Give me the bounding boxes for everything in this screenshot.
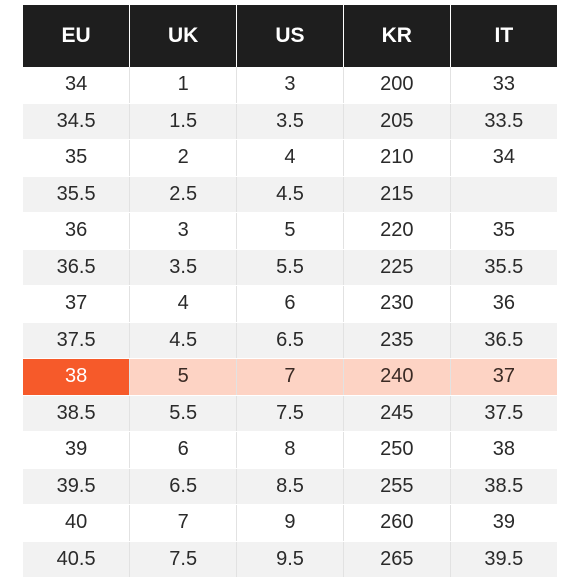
size-cell-it[interactable]: 39 — [449, 504, 557, 542]
size-cell-uk[interactable]: 1.5 — [129, 103, 237, 140]
table-row[interactable]: 36.5 3.5 5.5 225 35.5 — [23, 249, 557, 286]
size-cell-it[interactable]: 33 — [449, 67, 557, 104]
size-cell-it[interactable]: 34 — [449, 139, 557, 177]
size-cell-kr[interactable]: 240 — [342, 358, 451, 396]
size-cell-kr[interactable]: 200 — [342, 67, 451, 104]
table-row[interactable]: 35 2 4 210 34 — [23, 139, 557, 177]
table-row[interactable]: 38.5 5.5 7.5 245 37.5 — [23, 395, 557, 432]
table-row[interactable]: 40.5 7.5 9.5 265 39.5 — [23, 541, 557, 578]
column-header-uk: UK — [129, 5, 237, 67]
size-cell-kr[interactable]: 260 — [342, 504, 451, 542]
size-cell-kr[interactable]: 210 — [342, 139, 451, 177]
table-row[interactable]: 39 6 8 250 38 — [23, 431, 557, 469]
size-cell-it[interactable]: 38 — [449, 431, 557, 469]
size-cell-it[interactable]: 35 — [449, 212, 557, 250]
size-cell-eu[interactable]: 38.5 — [23, 395, 130, 432]
size-cell-eu[interactable]: 40.5 — [23, 541, 130, 578]
size-cell-kr[interactable]: 225 — [342, 249, 451, 286]
size-cell-us[interactable]: 6 — [236, 285, 344, 323]
size-cell-it[interactable]: 39.5 — [449, 541, 557, 578]
size-cell-uk[interactable]: 3 — [129, 212, 237, 250]
size-cell-us[interactable]: 4 — [236, 139, 344, 177]
size-cell-us[interactable]: 5.5 — [236, 249, 344, 286]
size-cell-uk[interactable]: 4 — [129, 285, 237, 323]
size-conversion-table: EU UK US KR IT 34 1 3 200 33 34.5 1.5 3.5 205 33.… — [23, 5, 557, 578]
size-cell-us[interactable]: 9 — [236, 504, 344, 542]
size-cell-kr[interactable]: 215 — [342, 176, 451, 213]
size-cell-kr[interactable]: 250 — [342, 431, 451, 469]
size-cell-it[interactable]: 36.5 — [449, 322, 557, 359]
table-body: 34 1 3 200 33 34.5 1.5 3.5 205 33.5 35 2 4 210 34 35.5 2… — [23, 67, 557, 578]
size-cell-uk[interactable]: 7 — [129, 504, 237, 542]
size-cell-eu[interactable]: 34.5 — [23, 103, 130, 140]
size-cell-it[interactable]: 38.5 — [449, 468, 557, 505]
size-cell-kr[interactable]: 205 — [342, 103, 451, 140]
table-row[interactable]: 36 3 5 220 35 — [23, 212, 557, 250]
size-cell-it[interactable]: 33.5 — [449, 103, 557, 140]
size-cell-eu[interactable]: 39.5 — [23, 468, 130, 505]
column-header-kr: KR — [342, 5, 451, 67]
size-cell-uk[interactable]: 4.5 — [129, 322, 237, 359]
table-row[interactable]: 38 5 7 240 37 — [23, 358, 557, 396]
size-cell-kr[interactable]: 235 — [342, 322, 451, 359]
size-cell-kr[interactable]: 220 — [342, 212, 451, 250]
size-cell-uk[interactable]: 5.5 — [129, 395, 237, 432]
header-row: EU UK US KR IT — [23, 5, 557, 67]
size-cell-it[interactable] — [449, 176, 557, 213]
table-row[interactable]: 37 4 6 230 36 — [23, 285, 557, 323]
size-cell-uk[interactable]: 1 — [129, 67, 237, 104]
column-header-eu: EU — [23, 5, 130, 67]
size-cell-eu[interactable]: 35.5 — [23, 176, 130, 213]
column-header-it: IT — [449, 5, 557, 67]
size-cell-us[interactable]: 8 — [236, 431, 344, 469]
size-cell-kr[interactable]: 245 — [342, 395, 451, 432]
size-cell-us[interactable]: 3.5 — [236, 103, 344, 140]
size-cell-eu[interactable]: 37.5 — [23, 322, 130, 359]
table-row[interactable]: 39.5 6.5 8.5 255 38.5 — [23, 468, 557, 505]
size-cell-us[interactable]: 7 — [236, 358, 344, 396]
table-row[interactable]: 37.5 4.5 6.5 235 36.5 — [23, 322, 557, 359]
size-cell-us[interactable]: 4.5 — [236, 176, 344, 213]
size-cell-us[interactable]: 9.5 — [236, 541, 344, 578]
size-cell-uk[interactable]: 5 — [129, 358, 237, 396]
size-cell-us[interactable]: 5 — [236, 212, 344, 250]
size-cell-us[interactable]: 8.5 — [236, 468, 344, 505]
size-cell-us[interactable]: 6.5 — [236, 322, 344, 359]
table-header: EU UK US KR IT — [23, 5, 557, 67]
size-cell-it[interactable]: 37.5 — [449, 395, 557, 432]
size-cell-eu[interactable]: 36 — [23, 212, 130, 250]
size-cell-kr[interactable]: 255 — [342, 468, 451, 505]
size-cell-it[interactable]: 36 — [449, 285, 557, 323]
table-row[interactable]: 35.5 2.5 4.5 215 — [23, 176, 557, 213]
size-cell-kr[interactable]: 265 — [342, 541, 451, 578]
size-cell-eu[interactable]: 36.5 — [23, 249, 130, 286]
size-cell-eu[interactable]: 39 — [23, 431, 130, 469]
size-cell-uk[interactable]: 2.5 — [129, 176, 237, 213]
size-cell-uk[interactable]: 6 — [129, 431, 237, 469]
table-row[interactable]: 34.5 1.5 3.5 205 33.5 — [23, 103, 557, 140]
size-cell-it[interactable]: 37 — [449, 358, 557, 396]
size-cell-eu[interactable]: 34 — [23, 67, 130, 104]
size-cell-kr[interactable]: 230 — [342, 285, 451, 323]
size-cell-us[interactable]: 7.5 — [236, 395, 344, 432]
size-cell-uk[interactable]: 7.5 — [129, 541, 237, 578]
size-cell-eu[interactable]: 35 — [23, 139, 130, 177]
size-cell-us[interactable]: 3 — [236, 67, 344, 104]
table-row[interactable]: 34 1 3 200 33 — [23, 67, 557, 104]
table-row[interactable]: 40 7 9 260 39 — [23, 504, 557, 542]
size-cell-uk[interactable]: 6.5 — [129, 468, 237, 505]
size-cell-uk[interactable]: 3.5 — [129, 249, 237, 286]
size-cell-eu[interactable]: 37 — [23, 285, 130, 323]
size-cell-it[interactable]: 35.5 — [449, 249, 557, 286]
size-cell-eu[interactable]: 38 — [23, 358, 130, 396]
column-header-us: US — [236, 5, 344, 67]
size-cell-eu[interactable]: 40 — [23, 504, 130, 542]
size-cell-uk[interactable]: 2 — [129, 139, 237, 177]
